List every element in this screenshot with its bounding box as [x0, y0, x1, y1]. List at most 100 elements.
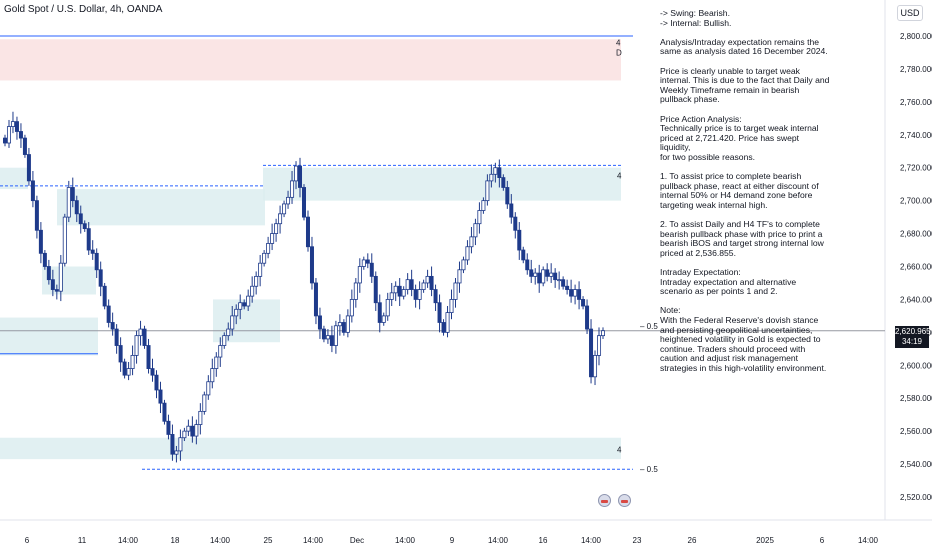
candle-down — [114, 328, 119, 346]
candle-down — [589, 328, 594, 378]
candle-down — [537, 272, 542, 284]
zones: 4D — [0, 38, 622, 460]
candle-down — [170, 434, 175, 455]
candle-up — [333, 325, 338, 346]
zone-label: D — [616, 48, 622, 57]
candle-down — [110, 322, 115, 330]
candle-up — [461, 259, 466, 271]
candle-up — [210, 368, 215, 383]
zone-demand — [0, 167, 28, 190]
candle-up — [393, 285, 398, 294]
candle-down — [78, 213, 83, 225]
note-line: With the Federal Reserve's dovish stance… — [660, 315, 827, 373]
x-tick-label: 14:00 — [581, 536, 602, 545]
candle-up — [453, 282, 458, 300]
y-tick-label: 2,760.000 — [900, 98, 932, 107]
event-flag-icon[interactable] — [598, 494, 611, 507]
candle-down — [409, 279, 414, 290]
candle-down — [561, 279, 566, 287]
candle-down — [162, 402, 167, 422]
candle-down — [301, 187, 306, 218]
candle-up — [549, 272, 554, 277]
chart-title: Gold Spot / U.S. Dollar, 4h, OANDA — [4, 4, 163, 15]
candle-down — [94, 252, 99, 271]
candle-up — [226, 328, 231, 337]
candle-down — [581, 299, 586, 307]
note-line: Note: — [660, 305, 681, 316]
candle-down — [142, 328, 147, 346]
y-tick-label: 2,740.000 — [900, 131, 932, 140]
candle-up — [214, 356, 219, 369]
candle-up — [230, 315, 235, 330]
y-tick-label: 2,660.000 — [900, 263, 932, 272]
candle-up — [353, 282, 358, 300]
candle-up — [345, 315, 350, 333]
candle-down — [525, 259, 530, 271]
candle-up — [573, 289, 578, 297]
candle-up — [186, 425, 191, 432]
note-line: Intraday Expectation: — [660, 267, 741, 278]
candle-down — [42, 252, 47, 267]
candle-down — [70, 187, 75, 202]
y-tick-label: 2,600.000 — [900, 361, 932, 370]
candle-up — [278, 213, 283, 225]
candle-down — [321, 328, 326, 340]
currency-button[interactable]: USD — [897, 5, 923, 21]
candle-up — [250, 285, 255, 297]
x-tick-label: 14:00 — [303, 536, 324, 545]
candle-down — [309, 246, 314, 284]
candle-down — [158, 389, 163, 404]
candle-down — [369, 262, 374, 277]
candle-up — [58, 262, 63, 292]
y-tick-label: 2,800.000 — [900, 32, 932, 41]
last-price-value: 2,620.965 — [895, 327, 931, 336]
candle-up — [449, 299, 454, 313]
candle-up — [485, 180, 490, 202]
x-tick-label: 14:00 — [395, 536, 416, 545]
candle-up — [294, 165, 299, 182]
candle-down — [317, 315, 322, 330]
candle-up — [445, 312, 450, 333]
candle-down — [397, 285, 402, 297]
candle-up — [246, 295, 251, 307]
candle-down — [441, 322, 446, 333]
note-line: Analysis/Intraday expectation remains th… — [660, 36, 828, 57]
candle-down — [553, 272, 558, 281]
x-axis[interactable]: 6 11 14:00 18 14:00 25 14:00 Dec 14:00 9 14:00 16 14… — [25, 536, 879, 545]
note-line: -> Swing: Bearish. — [660, 8, 730, 18]
candle-down — [98, 269, 103, 287]
candle-up — [238, 302, 243, 310]
candle-up — [6, 126, 11, 144]
candle-up — [337, 322, 342, 327]
x-tick-label: 6 — [25, 536, 30, 545]
y-tick-label: 2,540.000 — [900, 460, 932, 469]
candle-up — [194, 424, 199, 437]
candle-up — [258, 262, 263, 277]
y-tick-label: 2,780.000 — [900, 65, 932, 74]
candle-down — [14, 121, 19, 132]
candle-down — [190, 425, 195, 437]
y-axis[interactable]: 2,800.000 2,780.000 2,760.000 2,740.000 2,72… — [900, 32, 932, 502]
candle-up — [182, 430, 187, 439]
event-flag-icon[interactable] — [618, 494, 631, 507]
candle-down — [497, 167, 502, 178]
candle-down — [30, 180, 35, 202]
note-line: Intraday expectation and alternative sce… — [660, 276, 797, 297]
candle-up — [134, 335, 139, 356]
x-tick-label: 6 — [820, 536, 825, 545]
candle-up — [361, 259, 366, 267]
candle-up — [262, 252, 267, 264]
candle-up — [593, 355, 598, 378]
note-line: -> Internal: Bullish. — [660, 17, 732, 28]
candle-down — [118, 345, 123, 363]
candle-up — [469, 236, 474, 248]
candle-up — [493, 167, 498, 175]
candle-up — [557, 279, 562, 282]
candle-down — [26, 154, 31, 182]
x-tick-label: 14:00 — [858, 536, 879, 545]
candle-up — [477, 210, 482, 225]
x-tick-label: 25 — [264, 536, 273, 545]
candle-up — [254, 275, 259, 287]
candle-up — [389, 292, 394, 300]
